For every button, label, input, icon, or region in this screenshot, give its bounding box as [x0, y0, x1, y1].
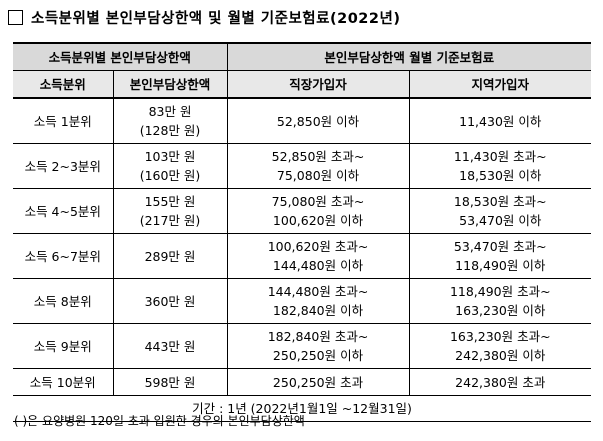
header-workplace: 직장가입자: [226, 70, 410, 99]
header-cap: 본인부담상한액: [112, 70, 228, 99]
decile-line: 소득 6~7분위: [24, 248, 101, 264]
cap-line: 103만 원: [144, 149, 196, 164]
table-row: 소득 2~3분위 103만 원 (160만 원) 52,850원 초과~ 75,080원…: [13, 143, 592, 189]
cap-cell: 155만 원 (217만 원): [112, 188, 228, 234]
cap-line: 83만 원: [148, 104, 192, 119]
workplace-cell: 52,850원 초과~ 75,080원 이하: [226, 143, 410, 189]
decile-line: 소득 2~3분위: [24, 158, 101, 174]
workplace-line: 100,620원 이하: [272, 213, 364, 228]
regional-line: 53,470원 초과~: [453, 239, 547, 254]
cap-line: 360만 원: [144, 293, 196, 309]
decile-cell: 소득 4~5분위: [13, 188, 114, 234]
decile-line: 소득 10분위: [29, 374, 96, 390]
regional-cell: 242,380원 초과: [408, 368, 592, 396]
workplace-cell: 75,080원 초과~ 100,620원 이하: [226, 188, 410, 234]
cap-cell: 443만 원: [112, 323, 228, 369]
decile-cell: 소득 2~3분위: [13, 143, 114, 189]
workplace-line: 52,850원 초과~: [271, 149, 365, 164]
decile-line: 소득 1분위: [33, 113, 92, 129]
regional-line: 163,230원 초과~: [449, 329, 551, 344]
regional-line: 18,530원 초과~: [453, 194, 547, 209]
regional-cell: 53,470원 초과~ 118,490원 이하: [408, 233, 592, 279]
cap-line: (217만 원): [139, 213, 201, 228]
regional-line: 118,490원 이하: [455, 258, 546, 273]
regional-line: 118,490원 초과~: [449, 284, 551, 299]
workplace-line: 250,250원 이하: [272, 348, 364, 363]
decile-cell: 소득 9분위: [13, 323, 114, 369]
workplace-line: 250,250원 초과: [272, 374, 364, 390]
workplace-cell: 100,620원 초과~ 144,480원 이하: [226, 233, 410, 279]
regional-line: 53,470원 이하: [459, 213, 542, 228]
workplace-line: 100,620원 초과~: [267, 239, 369, 254]
header-regional: 지역가입자: [408, 70, 592, 99]
decile-cell: 소득 6~7분위: [13, 233, 114, 279]
header-column-row: 소득분위 본인부담상한액 직장가입자 지역가입자: [13, 70, 592, 99]
table-body: 소득 1분위 83만 원 (128만 원) 52,850원 이하 11,430원 이하 소…: [13, 97, 592, 396]
workplace-line: 182,840원 초과~: [267, 329, 369, 344]
cap-cell: 83만 원 (128만 원): [112, 97, 228, 144]
workplace-cell: 144,480원 초과~ 182,840원 이하: [226, 278, 410, 324]
document-title: 소득분위별 본인부담상한액 및 월별 기준보험료(2022년): [8, 6, 400, 28]
regional-cell: 118,490원 초과~ 163,230원 이하: [408, 278, 592, 324]
premium-table: 소득분위별 본인부담상한액 본인부담상한액 월별 기준보험료 소득분위 본인부담…: [13, 42, 592, 422]
cap-cell: 360만 원: [112, 278, 228, 324]
workplace-line: 182,840원 이하: [272, 303, 364, 318]
footnote: ( )은 요양병원 120일 초과 입원한 경우의 본인부담상한액: [14, 414, 305, 428]
regional-line: 242,380원 이하: [455, 348, 546, 363]
regional-line: 163,230원 이하: [455, 303, 546, 318]
regional-cell: 163,230원 초과~ 242,380원 이하: [408, 323, 592, 369]
cap-line: 598만 원: [144, 374, 196, 390]
regional-line: 242,380원 초과: [455, 374, 546, 390]
table-row: 소득 6~7분위 289만 원 100,620원 초과~ 144,480원 이하 53,…: [13, 233, 592, 279]
header-group-left: 소득분위별 본인부담상한액: [13, 42, 228, 71]
header-group-right: 본인부담상한액 월별 기준보험료: [226, 42, 592, 71]
header-decile: 소득분위: [13, 70, 114, 99]
cap-line: 443만 원: [144, 338, 196, 354]
decile-cell: 소득 1분위: [13, 97, 114, 144]
header-group-row: 소득분위별 본인부담상한액 본인부담상한액 월별 기준보험료: [13, 42, 592, 71]
decile-line: 소득 8분위: [33, 293, 92, 309]
table-row: 소득 1분위 83만 원 (128만 원) 52,850원 이하 11,430원 이하: [13, 97, 592, 144]
table-row: 소득 8분위 360만 원 144,480원 초과~ 182,840원 이하 118,4…: [13, 278, 592, 324]
regional-line: 11,430원 초과~: [453, 149, 547, 164]
regional-line: 11,430원 이하: [459, 113, 542, 129]
workplace-line: 144,480원 이하: [272, 258, 364, 273]
workplace-cell: 182,840원 초과~ 250,250원 이하: [226, 323, 410, 369]
table-row: 소득 4~5분위 155만 원 (217만 원) 75,080원 초과~ 100,620…: [13, 188, 592, 234]
workplace-line: 144,480원 초과~: [267, 284, 369, 299]
regional-line: 18,530원 이하: [459, 168, 542, 183]
workplace-cell: 250,250원 초과: [226, 368, 410, 396]
cap-cell: 103만 원 (160만 원): [112, 143, 228, 189]
table-row: 소득 10분위 598만 원 250,250원 초과 242,380원 초과: [13, 368, 592, 396]
workplace-line: 75,080원 초과~: [271, 194, 365, 209]
decile-line: 소득 9분위: [33, 338, 92, 354]
cap-line: 155만 원: [144, 194, 196, 209]
table-row: 소득 9분위 443만 원 182,840원 초과~ 250,250원 이하 163,2…: [13, 323, 592, 369]
title-text: 소득분위별 본인부담상한액 및 월별 기준보험료(2022년): [31, 10, 401, 27]
cap-line: 289만 원: [144, 248, 196, 264]
cap-cell: 598만 원: [112, 368, 228, 396]
workplace-line: 75,080원 이하: [276, 168, 360, 183]
period-row: 기간 : 1년 (2022년1월1일 ~12월31일): [13, 395, 592, 422]
decile-cell: 소득 8분위: [13, 278, 114, 324]
checkbox-square-icon: [8, 9, 23, 25]
workplace-line: 52,850원 이하: [276, 113, 360, 129]
period-text: 기간 : 1년 (2022년1월1일 ~12월31일): [13, 395, 592, 422]
cap-line: (160만 원): [139, 168, 201, 183]
regional-cell: 11,430원 이하: [408, 97, 592, 144]
decile-line: 소득 4~5분위: [24, 203, 101, 219]
decile-cell: 소득 10분위: [13, 368, 114, 396]
regional-cell: 11,430원 초과~ 18,530원 이하: [408, 143, 592, 189]
cap-cell: 289만 원: [112, 233, 228, 279]
cap-line: (128만 원): [139, 123, 201, 138]
workplace-cell: 52,850원 이하: [226, 97, 410, 144]
regional-cell: 18,530원 초과~ 53,470원 이하: [408, 188, 592, 234]
